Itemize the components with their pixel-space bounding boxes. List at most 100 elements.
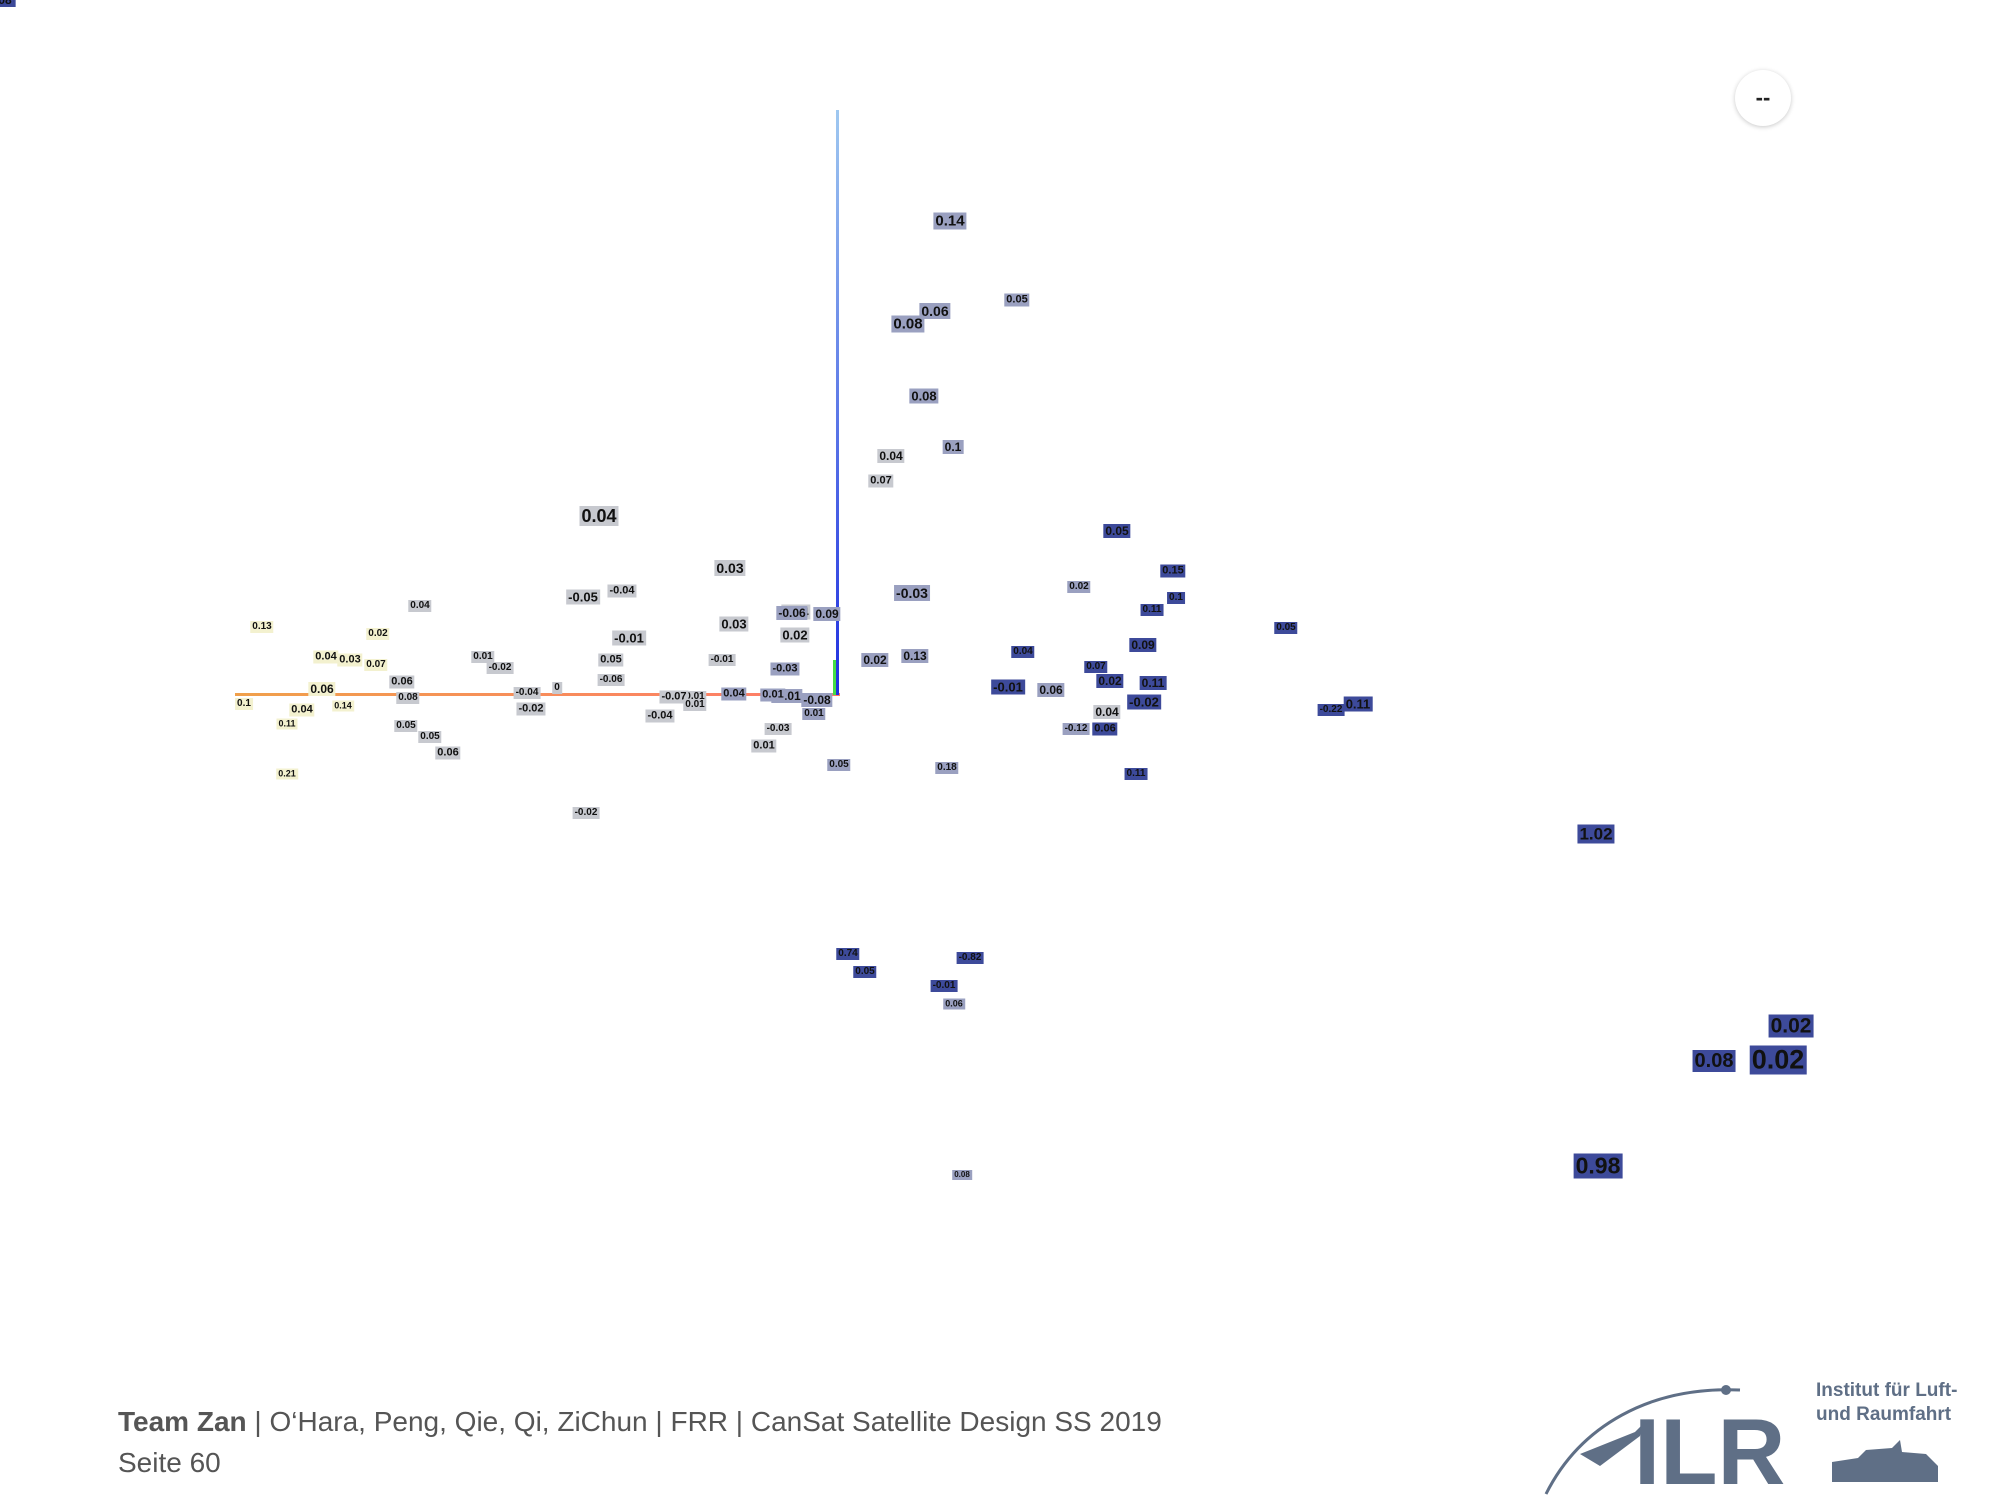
- point-label: -0.01: [991, 679, 1025, 695]
- ilr-name-line2: und Raumfahrt: [1816, 1404, 1952, 1425]
- point-label: 0.04: [313, 650, 339, 664]
- point-label: 0.05: [827, 759, 851, 771]
- point-label: 0.1: [235, 698, 253, 710]
- team-members: O‘Hara, Peng, Qie, Qi, ZiChun: [269, 1406, 648, 1437]
- point-label: 0.01: [802, 708, 826, 720]
- point-label: -0.03: [764, 723, 792, 735]
- point-label: 0.07: [364, 659, 388, 671]
- point-label: -0.04: [607, 584, 637, 598]
- point-label: 0.05: [598, 653, 624, 667]
- footer-separator: |: [246, 1406, 270, 1437]
- point-label: -0.22: [1317, 704, 1345, 716]
- point-label: 0.14: [332, 700, 354, 712]
- point-label: 0.05: [853, 966, 877, 978]
- point-label: 0.02: [1096, 674, 1124, 688]
- point-label: 0.11: [1140, 604, 1164, 616]
- point-label: 0.02: [861, 653, 889, 667]
- point-label: 0.06: [919, 303, 951, 319]
- point-label: 0.08: [952, 1170, 972, 1180]
- point-label: -0.08: [801, 693, 833, 707]
- point-label: 0.11: [1124, 768, 1148, 780]
- point-label: -0.03: [894, 585, 930, 601]
- point-label: 0.08: [1692, 1050, 1736, 1072]
- point-label: 0.18: [935, 762, 959, 774]
- point-label: 0.08: [396, 692, 420, 704]
- ilr-logo: ILR Institut für Luft- und Raumfahrt: [1540, 1366, 1980, 1501]
- point-label: 0.01: [760, 688, 786, 702]
- point-label: 0: [552, 682, 562, 694]
- point-label: 0.03: [719, 616, 749, 632]
- point-label: 0.09: [1129, 638, 1157, 652]
- point-label: 0.06: [1092, 722, 1118, 736]
- point-label: 0.74: [836, 948, 860, 960]
- plot-area[interactable]: 0.14 0.06 0.08 0.05 0.08 0.1 0.04 0.07 0.04 0.03-…: [0, 0, 2000, 1360]
- y-axis-line: [836, 110, 839, 695]
- point-label: 0.13: [250, 621, 274, 633]
- point-label: 0.11: [1343, 696, 1373, 712]
- point-label: 0.04: [579, 506, 619, 526]
- point-label: 0.04: [289, 703, 315, 717]
- point-label: 0.03: [714, 560, 746, 576]
- point-label: -0.01: [708, 654, 736, 666]
- course-name: CanSat Satellite Design SS 2019: [750, 1406, 1162, 1437]
- point-label: 0.06: [435, 746, 461, 760]
- point-label: 0.08: [909, 388, 939, 404]
- point-label: -0.02: [516, 702, 546, 716]
- point-label: 0.1: [1167, 592, 1185, 604]
- point-label: 0.07: [868, 474, 894, 488]
- point-label: 0.01: [683, 699, 707, 711]
- point-label: -0.82: [956, 952, 984, 964]
- point-label: -0.05: [566, 589, 600, 605]
- point-label: 0.09: [813, 607, 841, 621]
- slide-footer: Team Zan | O‘Hara, Peng, Qie, Qi, ZiChun…: [118, 1402, 1162, 1483]
- point-label: 0.05: [1103, 524, 1131, 538]
- point-label: 0.01: [751, 739, 777, 753]
- point-label: 0.08: [0, 0, 14, 7]
- point-label: 0.04: [408, 600, 432, 612]
- point-label: 0.04: [1011, 646, 1035, 658]
- point-label: 0.05: [418, 731, 442, 743]
- point-label: 0.11: [276, 718, 298, 730]
- point-label: 0.03: [337, 653, 363, 667]
- point-label: 0.21: [276, 768, 298, 780]
- point-label: -0.01: [612, 630, 646, 646]
- point-label: 0.07: [1084, 661, 1108, 673]
- ilr-name-line1: Institut für Luft-: [1816, 1380, 1957, 1401]
- point-label: -0.03: [770, 662, 800, 676]
- point-label: 0.02: [1067, 581, 1091, 593]
- point-label: 0.04: [877, 449, 905, 463]
- ilr-letters: ILR: [1634, 1399, 1785, 1496]
- point-label: 0.02: [780, 627, 810, 643]
- point-label: 0.04: [1093, 705, 1121, 719]
- footer-separator: |: [728, 1406, 751, 1437]
- more-options-icon: --: [1755, 85, 1771, 110]
- point-label: 0.14: [933, 212, 967, 230]
- point-label: 1.02: [1577, 824, 1615, 844]
- airplane-icon: [1580, 1424, 1643, 1466]
- point-label: -0.07: [659, 690, 689, 704]
- point-label: 0.05: [1004, 293, 1030, 307]
- point-label: 0.98: [1573, 1152, 1623, 1179]
- point-label: 0.06: [308, 682, 336, 696]
- point-label: 0.06: [1037, 683, 1065, 697]
- point-label: 0.13: [901, 649, 929, 663]
- point-label: 0.15: [1160, 564, 1186, 578]
- footer-line: Team Zan | O‘Hara, Peng, Qie, Qi, ZiChun…: [118, 1402, 1162, 1443]
- point-label: 0.01: [471, 651, 495, 663]
- point-label: 0.05: [1274, 622, 1298, 634]
- point-label: -0.01: [930, 980, 958, 992]
- point-label: 0.11: [1139, 676, 1167, 690]
- point-label: 0.06: [389, 675, 415, 689]
- point-label: 0.02: [1749, 1044, 1807, 1075]
- building-icon: [1832, 1440, 1938, 1482]
- point-label: 0.02: [366, 628, 390, 640]
- point-label: 0.04: [721, 687, 747, 701]
- ilr-logo-graphic: ILR Institut für Luft- und Raumfahrt: [1544, 1380, 1957, 1501]
- point-label: -0.02: [486, 662, 514, 674]
- more-options-button[interactable]: --: [1735, 70, 1791, 126]
- team-name: Team Zan: [118, 1406, 247, 1437]
- point-label: 0.02: [1768, 1014, 1814, 1038]
- point-label: 0.05: [394, 720, 418, 732]
- point-label: -0.04: [513, 687, 541, 699]
- point-label: -0.06: [776, 606, 808, 620]
